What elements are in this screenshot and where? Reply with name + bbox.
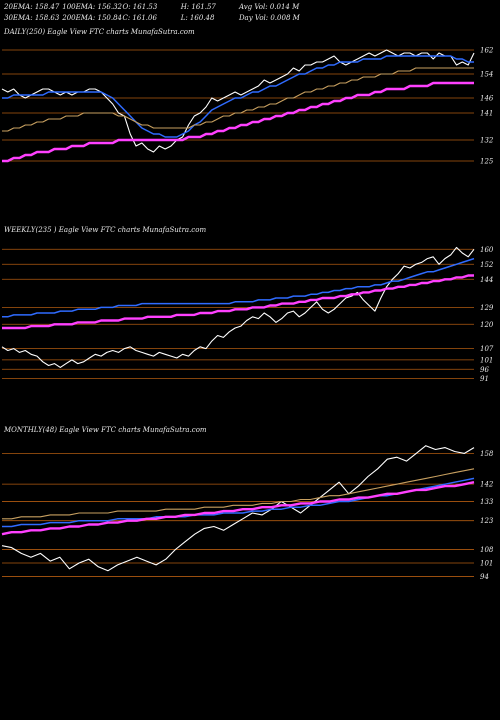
ema30-label: 30EMA: 158.63 (4, 14, 60, 22)
daily-series-0-line (1, 49, 475, 153)
monthly-chart: 158 142 133 123 108 101 94 (1, 445, 494, 581)
weekly-y-tick-label: 101 (480, 356, 493, 364)
weekly-y-tick-label: 152 (480, 261, 494, 269)
header-row-2: 30EMA: 158.63 200EMA: 150.84 C: 161.06 L… (4, 14, 300, 22)
ema200-label: 200EMA: 150.84 (62, 14, 123, 22)
weekly-y-tick-label: 96 (480, 366, 489, 374)
low-label: L: 160.48 (180, 14, 215, 22)
day-vol-label: Day Vol: 0.008 M (238, 14, 300, 22)
weekly-series-0-line (1, 246, 475, 368)
header-row-1: 20EMA: 158.47 100EMA: 156.32 O: 161.53 H… (4, 3, 299, 11)
close-label: C: 161.06 (122, 14, 157, 22)
high-label: H: 161.57 (180, 3, 216, 11)
monthly-y-tick-label: 94 (480, 573, 489, 581)
avg-vol-label: Avg Vol: 0.014 M (238, 3, 300, 11)
daily-series-2-line (2, 81, 474, 163)
weekly-y-tick-label: 120 (480, 321, 494, 329)
weekly-y-tick-label: 160 (480, 246, 494, 254)
monthly-y-tick-label: 142 (480, 481, 494, 489)
monthly-series-2-line (1, 481, 475, 536)
monthly-series-3-line (2, 468, 475, 520)
daily-y-tick-label: 125 (480, 158, 494, 166)
weekly-y-tick-label: 129 (480, 304, 494, 312)
weekly-panel-title: WEEKLY(235 ) Eagle View FTC charts Munaf… (4, 226, 207, 234)
open-label: O: 161.53 (122, 3, 158, 11)
daily-chart: 162 154 146 141 132 125 (1, 47, 494, 166)
monthly-y-tick-label: 108 (480, 546, 494, 554)
monthly-series-1-line (2, 477, 475, 528)
daily-y-tick-label: 132 (480, 137, 494, 145)
weekly-y-tick-label: 91 (480, 375, 489, 383)
daily-y-tick-label: 141 (480, 110, 493, 118)
weekly-y-tick-label: 107 (480, 345, 494, 353)
monthly-y-tick-label: 101 (480, 560, 493, 568)
ema100-label: 100EMA: 156.32 (62, 3, 123, 11)
daily-y-tick-label: 146 (480, 95, 494, 103)
monthly-y-tick-label: 133 (480, 498, 494, 506)
monthly-y-tick-label: 158 (480, 450, 494, 458)
monthly-y-tick-label: 123 (480, 517, 494, 525)
daily-y-tick-label: 154 (480, 71, 493, 79)
weekly-y-tick-label: 144 (480, 276, 493, 284)
ema20-label: 20EMA: 158.47 (4, 3, 60, 11)
daily-y-tick-label: 162 (480, 47, 494, 55)
weekly-series-2-line (2, 274, 474, 330)
monthly-panel-title: MONTHLY(48) Eagle View FTC charts Munafa… (4, 426, 207, 434)
daily-series-3-line (2, 67, 474, 132)
monthly-series-0-line (1, 445, 475, 572)
daily-series-1-line (2, 55, 474, 138)
weekly-series-1-line (2, 257, 475, 318)
daily-panel-title: DAILY(250) Eagle View FTC charts MunafaS… (4, 28, 195, 36)
